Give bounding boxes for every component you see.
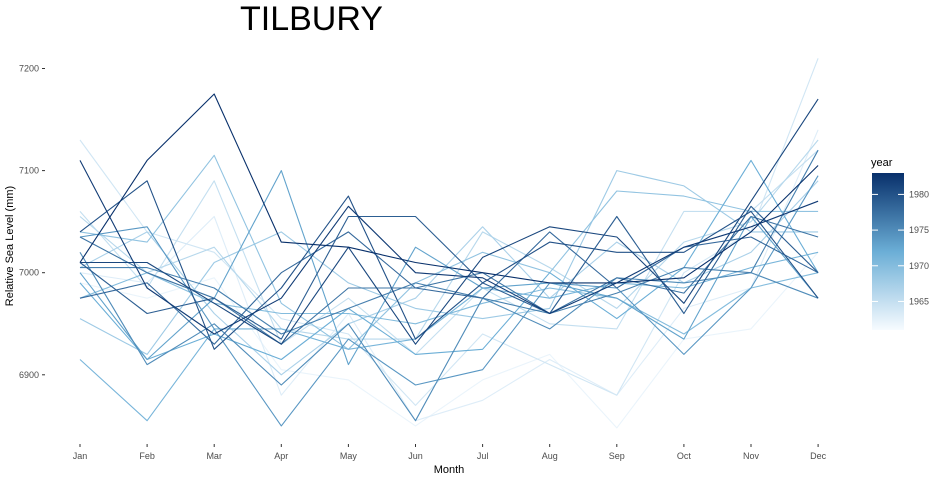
series-line-1972 (79, 159, 819, 361)
x-axis: Jan Feb Mar Apr May Jun Jul Aug Sep Oct Nov Dec (73, 444, 827, 461)
x-tick-label: Apr (274, 451, 288, 461)
x-axis-title: Month (434, 464, 465, 476)
series-line-1965 (79, 149, 819, 355)
x-tick-label: May (340, 451, 358, 461)
y-tick-label: 7000 (19, 268, 39, 278)
series-line-1964 (79, 58, 819, 406)
color-legend: year 1965 1970 1975 1980 (871, 157, 929, 330)
x-tick-label: Mar (206, 451, 222, 461)
y-tick-label: 6900 (19, 370, 39, 380)
series-line-1976 (80, 149, 819, 335)
legend-tick-label: 1975 (909, 225, 929, 235)
x-tick-label: Oct (677, 451, 692, 461)
series-line-1979 (79, 205, 819, 340)
series-line-1978 (79, 231, 819, 345)
series-line-1971 (79, 251, 819, 422)
series-line-1982 (79, 160, 819, 335)
series-line-1977 (79, 215, 819, 345)
legend-tick-label: 1965 (909, 296, 929, 306)
legend-title: year (871, 157, 893, 169)
x-tick-label: Jul (477, 451, 489, 461)
series-line-1975 (79, 252, 819, 422)
y-tick-label: 7100 (19, 166, 39, 176)
y-axis-title: Relative Sea Level (mm) (4, 186, 16, 306)
x-tick-label: Sep (609, 451, 625, 461)
legend-tick-label: 1980 (909, 189, 929, 199)
x-tick-label: Jun (408, 451, 423, 461)
x-tick-label: Jan (73, 451, 88, 461)
chart-title: TILBURY (240, 0, 383, 38)
plot-lines (79, 58, 819, 429)
series-line-1983 (79, 93, 819, 284)
legend-tick-label: 1970 (909, 261, 929, 271)
y-tick-label: 7200 (19, 64, 39, 74)
x-tick-label: Dec (810, 451, 827, 461)
series-line-1962 (79, 251, 819, 429)
series-line-1967 (79, 180, 819, 376)
x-tick-label: Aug (542, 451, 558, 461)
y-axis: 6900 7000 7100 7200 (19, 64, 45, 380)
legend-ticks: 1965 1970 1975 1980 (872, 189, 929, 306)
series-line-1966 (79, 139, 819, 340)
series-line-1974 (79, 175, 819, 427)
x-tick-label: Feb (139, 451, 155, 461)
series-line-1963 (79, 129, 819, 422)
series-line-1980 (79, 180, 819, 350)
x-tick-label: Nov (743, 451, 760, 461)
series-line-1981 (80, 98, 819, 345)
legend-colorbar (872, 173, 904, 330)
